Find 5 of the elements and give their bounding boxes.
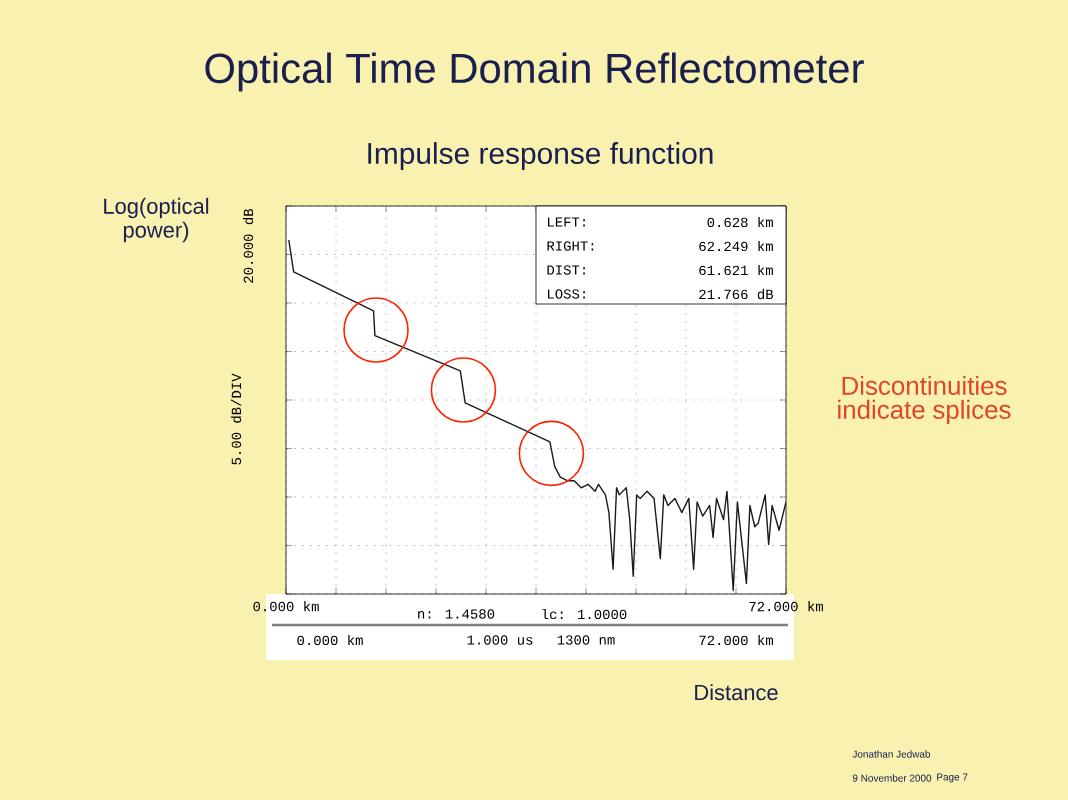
- chart-subtitle: Impulse response function: [368, 142, 713, 170]
- text: Log(optical power): [104, 197, 209, 243]
- text: Discontinuities indicate splices: [838, 375, 1011, 425]
- chart-title: Optical Time Domain Reflectometer: [205, 52, 864, 92]
- x-axis-title: Distance: [695, 684, 778, 701]
